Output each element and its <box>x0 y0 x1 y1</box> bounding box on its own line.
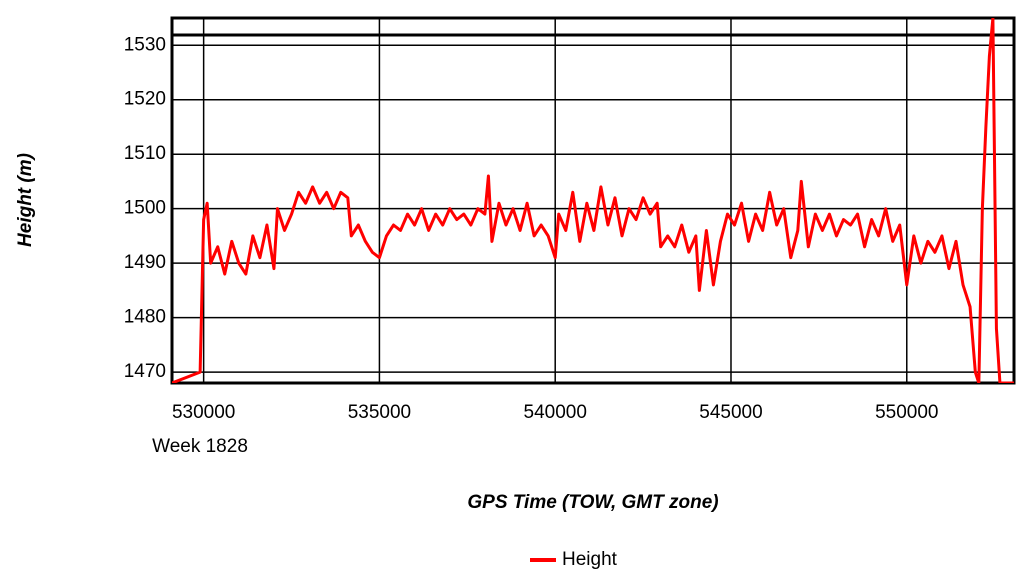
plot-frame <box>170 16 1016 385</box>
x-tick-label: 545000 <box>699 402 762 423</box>
line <box>172 18 1014 383</box>
y-tick-label: 1520 <box>124 89 166 110</box>
y-tick-label: 1470 <box>124 361 166 382</box>
annotation: Week 1828 <box>152 436 248 457</box>
legend-label: Height <box>562 549 618 570</box>
y-tick-label: 1530 <box>124 34 166 55</box>
y-axis-label: Height (m) <box>15 153 36 247</box>
x-tick-label: 540000 <box>524 402 587 423</box>
y-tick-label: 1480 <box>124 307 166 328</box>
y-tick-label: 1490 <box>124 252 166 273</box>
x-axis-label: GPS Time (TOW, GMT zone) <box>467 492 718 513</box>
x-tick-label: 530000 <box>172 402 235 423</box>
y-tick-label: 1510 <box>124 143 166 164</box>
y-tick-label: 1500 <box>124 198 166 219</box>
x-tick-label: 535000 <box>348 402 411 423</box>
x-tick-label: 550000 <box>875 402 938 423</box>
